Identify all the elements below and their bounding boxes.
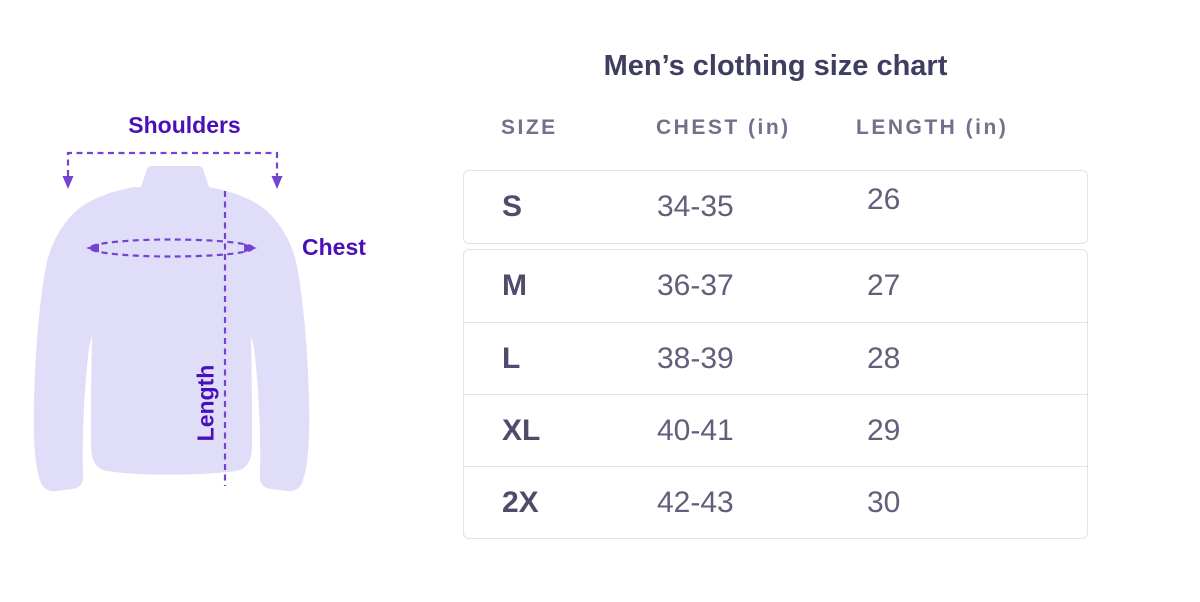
size-cell: L [502,341,521,375]
length-cell: 28 [867,341,901,375]
page-title: Men’s clothing size chart [603,50,948,82]
table-header-row: SIZE CHEST (in) LENGTH (in) [463,116,1088,140]
column-header-chest: CHEST (in) [656,116,791,139]
size-cell: S [502,190,523,223]
shoulders-bracket-arrows-icon [62,151,283,189]
chest-cell: 34-35 [657,190,734,223]
chest-cell: 38-39 [657,341,734,375]
size-cell: XL [502,413,541,447]
table-row-s-card: S 34-35 26 [463,170,1088,244]
table-row: L 38-39 28 [464,322,1087,394]
chest-cell: 36-37 [657,269,734,302]
size-cell: 2X [502,485,539,519]
table-row: S 34-35 26 [464,171,1087,243]
shirt-measurement-diagram: Shoulders Chest Length [0,0,440,602]
length-cell: 27 [867,269,901,302]
shirt-silhouette [33,166,310,492]
chest-ellipse-icon [86,238,257,258]
shoulders-label: Shoulders [128,112,241,138]
column-header-size: SIZE [501,116,558,139]
size-table: S 34-35 26 M 36-37 27 L 38-39 28 XL [463,170,1088,539]
chest-label: Chest [302,234,366,260]
chest-cell: 42-43 [657,485,734,519]
shirt-illustration [33,151,310,492]
table-row: 2X 42-43 30 [464,466,1087,538]
length-cell: 29 [867,413,901,447]
column-header-length: LENGTH (in) [856,116,1009,139]
table-rows-group-card: M 36-37 27 L 38-39 28 XL 40-41 29 2X 42-… [463,249,1088,539]
table-row: M 36-37 27 [464,250,1087,322]
chest-cell: 40-41 [657,413,734,447]
table-row: XL 40-41 29 [464,394,1087,466]
length-cell: 26 [867,183,901,216]
size-cell: M [502,269,527,302]
length-cell: 30 [867,485,901,519]
length-label: Length [192,364,219,442]
